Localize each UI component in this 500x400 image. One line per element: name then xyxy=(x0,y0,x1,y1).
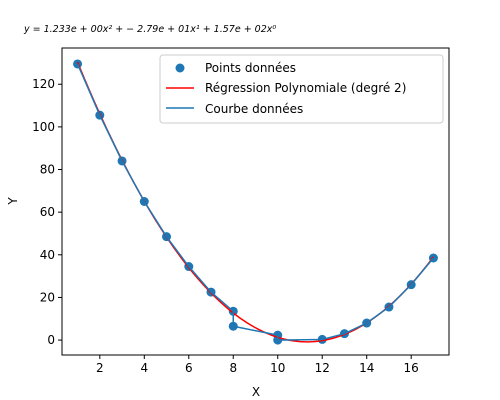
y-tick-label: 40 xyxy=(40,248,55,262)
y-tick-label: 60 xyxy=(40,205,55,219)
y-tick-label: 20 xyxy=(40,290,55,304)
legend: Points données Régression Polynomiale (d… xyxy=(159,54,444,124)
y-tick-label: 120 xyxy=(32,77,55,91)
x-tick-label: 8 xyxy=(229,361,237,375)
x-tick-label: 14 xyxy=(359,361,374,375)
y-tick-label: 0 xyxy=(47,333,55,347)
legend-label-points: Points données xyxy=(205,61,296,75)
x-tick-label: 4 xyxy=(140,361,148,375)
legend-label-curve: Courbe données xyxy=(205,102,303,116)
x-axis-label: X xyxy=(252,385,260,399)
y-tick-label: 100 xyxy=(32,120,55,134)
x-tick-label: 2 xyxy=(96,361,104,375)
chart-title: y = 1.233e + 00x² + − 2.79e + 01x¹ + 1.5… xyxy=(23,24,276,35)
plot-frame xyxy=(61,47,450,356)
x-axis: 2 4 6 8 10 12 14 16 xyxy=(96,355,419,375)
x-tick-label: 6 xyxy=(185,361,193,375)
y-tick-label: 80 xyxy=(40,163,55,177)
legend-label-regression: Régression Polynomiale (degré 2) xyxy=(205,81,406,95)
x-tick-label: 12 xyxy=(315,361,330,375)
x-tick-label: 16 xyxy=(404,361,419,375)
y-axis: 0 20 40 60 80 100 120 xyxy=(32,77,62,347)
x-tick-label: 10 xyxy=(270,361,285,375)
data-curve-line xyxy=(76,63,435,341)
legend-box xyxy=(159,54,444,124)
legend-marker-points xyxy=(175,63,185,73)
y-axis-label: Y xyxy=(6,197,20,206)
plot-area xyxy=(73,59,438,345)
